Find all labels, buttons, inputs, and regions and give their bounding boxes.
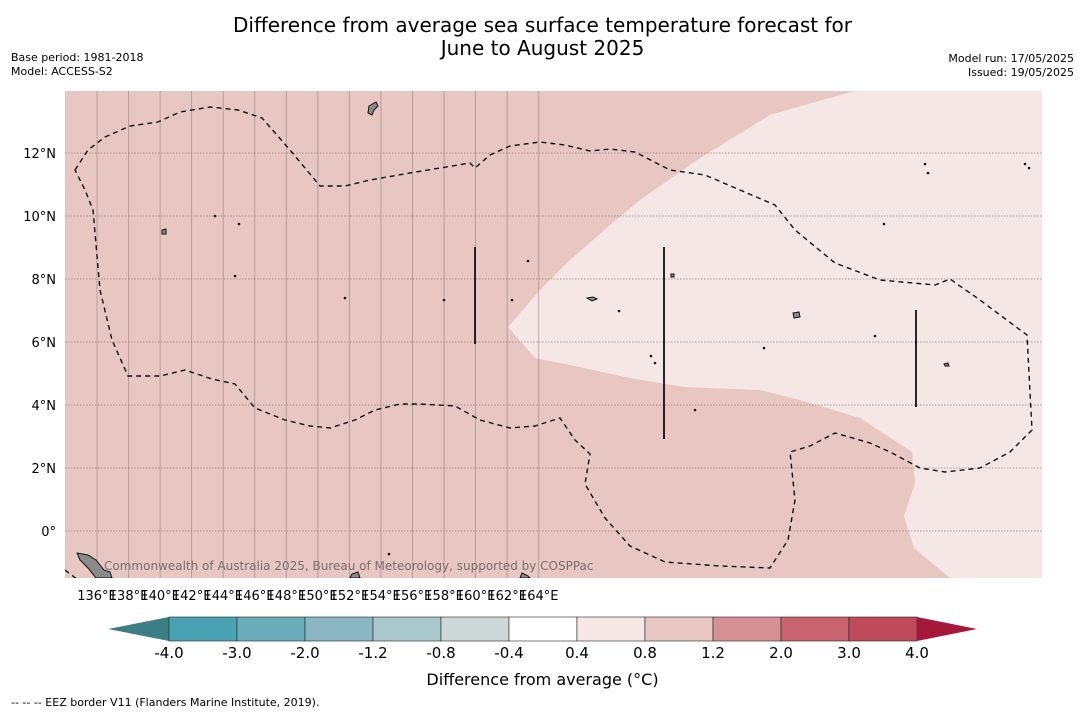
lon-tick-label: 144°E	[203, 589, 243, 604]
colorbar-tick-label: -3.0	[222, 644, 251, 662]
colorbar-segment	[236, 616, 306, 642]
title-line-2: June to August 2025	[440, 36, 645, 60]
meta-right: Model run: 17/05/2025 Issued: 19/05/2025	[948, 52, 1074, 80]
lon-tick-label: 146°E	[235, 589, 275, 604]
footnote: -- -- -- EEZ border V11 (Flanders Marine…	[11, 696, 320, 709]
lon-tick-label: 160°E	[456, 589, 496, 604]
colorbar-segment	[848, 616, 918, 642]
anomaly-region-0-4-0-8	[508, 91, 1042, 578]
colorbar-tick-label: -2.0	[290, 644, 319, 662]
lon-tick-label: 140°E	[140, 589, 180, 604]
colorbar-segment	[372, 616, 442, 642]
watermark-text: Commonwealth of Australia 2025, Bureau o…	[104, 559, 594, 573]
colorbar-segment	[508, 616, 578, 642]
lon-tick-label: 150°E	[298, 589, 338, 604]
base-period: Base period: 1981-2018	[11, 51, 144, 64]
colorbar-tick-label: 2.0	[769, 644, 793, 662]
model-run: Model run: 17/05/2025	[948, 52, 1074, 65]
colorbar-tick-label: 4.0	[905, 644, 929, 662]
colorbar-tick-label: -4.0	[154, 644, 183, 662]
lat-tick-label: 10°N	[23, 210, 56, 225]
colorbar-title: Difference from average (°C)	[426, 670, 659, 689]
lon-tick-label: 158°E	[424, 589, 464, 604]
lon-tick-label: 162°E	[487, 589, 527, 604]
colorbar-segment	[644, 616, 714, 642]
colorbar-segment	[304, 616, 374, 642]
lon-tick-label: 136°E	[77, 589, 117, 604]
colorbar: -4.0 -3.0 -2.0 -1.2 -0.8 -0.4 0.4 0.8 1.2 2.0 3.0 4…	[108, 616, 977, 662]
lat-tick-label: 6°N	[32, 336, 57, 351]
lat-tick-label: 0°	[41, 525, 56, 540]
colorbar-tick-label: 0.4	[565, 644, 589, 662]
lon-tick-label: 156°E	[393, 589, 433, 604]
latitude-labels: 12°N 10°N 8°N 6°N 4°N 2°N 0°	[23, 147, 56, 540]
lat-tick-label: 4°N	[32, 399, 57, 414]
lon-tick-label: 154°E	[361, 589, 401, 604]
lon-tick-label: 152°E	[330, 589, 370, 604]
longitude-labels: 136°E138°E140°E142°E144°E146°E148°E150°E…	[77, 589, 558, 604]
lon-tick-label: 142°E	[172, 589, 212, 604]
lon-tick-label: 148°E	[267, 589, 307, 604]
land-features	[76, 101, 1031, 578]
model-name: Model: ACCESS-S2	[11, 65, 113, 78]
latitude-gridlines	[65, 152, 1042, 532]
colorbar-tick-label: 1.2	[701, 644, 725, 662]
issued-date: Issued: 19/05/2025	[967, 66, 1074, 79]
colorbar-segment	[712, 616, 782, 642]
chart-title: Difference from average sea surface temp…	[0, 14, 1085, 60]
longitude-gridlines	[96, 91, 540, 578]
colorbar-tick-label: 0.8	[633, 644, 657, 662]
eez-border-palau	[74, 106, 1033, 569]
lat-tick-label: 8°N	[32, 273, 57, 288]
eez-border-png	[65, 569, 77, 578]
title-line-1: Difference from average sea surface temp…	[232, 13, 852, 37]
meta-left: Base period: 1981-2018 Model: ACCESS-S2	[11, 51, 143, 79]
colorbar-segment	[576, 616, 646, 642]
lat-tick-label: 2°N	[32, 462, 57, 477]
colorbar-segment	[780, 616, 850, 642]
lat-tick-label: 12°N	[23, 147, 56, 162]
colorbar-under-triangle	[108, 617, 169, 641]
lon-tick-label: 164°E	[519, 589, 559, 604]
colorbar-tick-label: -0.8	[426, 644, 455, 662]
colorbar-segment	[440, 616, 510, 642]
colorbar-tick-label: -1.2	[358, 644, 387, 662]
colorbar-tick-label: -0.4	[494, 644, 523, 662]
lon-tick-label: 138°E	[109, 589, 149, 604]
colorbar-over-triangle	[917, 617, 977, 641]
colorbar-segment	[168, 616, 238, 642]
colorbar-tick-label: 3.0	[837, 644, 861, 662]
